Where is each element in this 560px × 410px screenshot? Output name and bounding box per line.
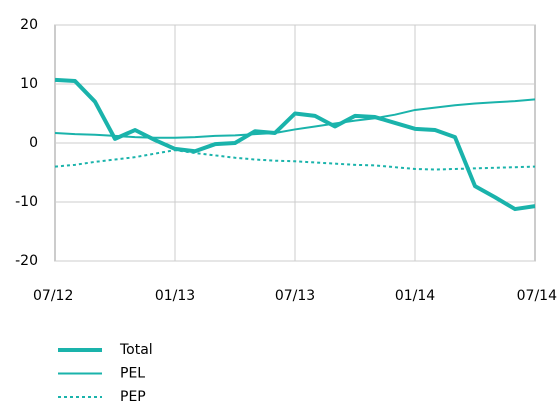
y-tick-label: 20 [20,17,38,33]
legend-label: Total [119,342,153,358]
series-line [54,149,536,171]
series-line [54,98,536,139]
legend-label: PEL [120,366,145,382]
x-tick-label: 07/12 [33,288,73,304]
x-tick-label: 01/13 [155,288,195,304]
legend-label: PEP [120,389,146,405]
y-tick-label: 10 [20,76,38,92]
y-tick-label: 0 [29,135,38,151]
y-tick-label: -10 [15,194,38,210]
x-tick-label: 07/14 [517,288,557,304]
series-line [54,77,536,212]
x-tick-label: 01/14 [395,288,435,304]
y-tick-label: -20 [15,253,38,269]
x-tick-label: 07/13 [275,288,315,304]
